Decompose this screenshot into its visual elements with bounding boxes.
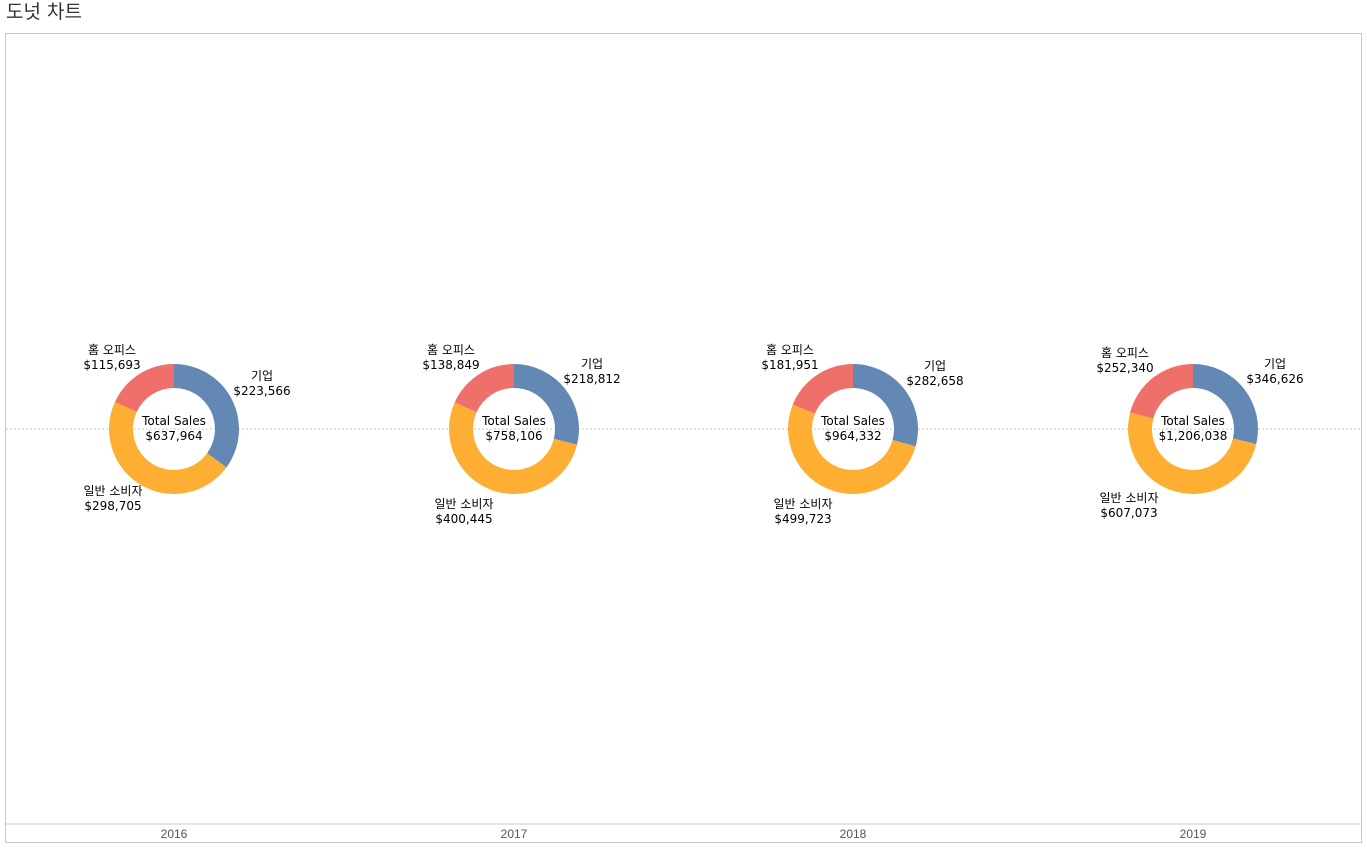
x-tick-label-2017: 2017: [501, 827, 528, 841]
segment-name-label-2018: 홈 오피스: [766, 343, 814, 357]
segment-name-label-2019: 기업: [1264, 357, 1286, 371]
donut-segment-2018-기업: [853, 364, 919, 447]
chart-frame: [5, 33, 1362, 843]
donut-segment-2017-기업: [514, 364, 579, 445]
segment-value-label-2019: $252,340: [1096, 361, 1153, 375]
center-label-total-2016: $637,964: [145, 429, 202, 443]
segment-name-label-2016: 기업: [251, 369, 273, 383]
x-tick-label-2018: 2018: [840, 827, 867, 841]
segment-name-label-2019: 홈 오피스: [1101, 346, 1149, 360]
donut-segment-2019-홈오피스: [1130, 364, 1193, 419]
x-tick-label-2016: 2016: [161, 827, 188, 841]
segment-value-label-2016: $115,693: [83, 358, 140, 372]
segment-name-label-2017: 기업: [581, 357, 603, 371]
donut-segment-2018-홈오피스: [792, 364, 853, 414]
segment-value-label-2017: $218,812: [563, 372, 620, 386]
segment-name-label-2018: 일반 소비자: [773, 497, 832, 511]
donut-segment-2016-홈오피스: [114, 363, 174, 412]
segment-value-label-2018: $282,658: [906, 374, 963, 388]
donut-segment-2016-일반소비자: [109, 401, 227, 494]
segment-value-label-2018: $181,951: [761, 358, 818, 372]
donut-segment-2019-일반소비자: [1128, 412, 1257, 494]
donut-segment-2017-일반소비자: [449, 402, 578, 494]
segment-name-label-2018: 기업: [924, 359, 946, 373]
center-label-total-2018: $964,332: [824, 429, 881, 443]
x-tick-label-2019: 2019: [1180, 827, 1207, 841]
donut-segment-2018-일반소비자: [788, 404, 916, 494]
segment-name-label-2016: 일반 소비자: [83, 484, 142, 498]
segment-value-label-2017: $138,849: [422, 358, 479, 372]
segment-value-label-2019: $607,073: [1100, 506, 1157, 520]
center-label-title-2016: Total Sales: [141, 414, 206, 428]
segment-name-label-2016: 홈 오피스: [88, 343, 136, 357]
segment-value-label-2019: $346,626: [1246, 372, 1303, 386]
center-label-title-2017: Total Sales: [481, 414, 546, 428]
center-label-total-2017: $758,106: [485, 429, 542, 443]
segment-value-label-2016: $298,705: [84, 499, 141, 513]
segment-name-label-2019: 일반 소비자: [1099, 491, 1158, 505]
center-label-title-2019: Total Sales: [1160, 414, 1225, 428]
page-title: 도넛 차트: [6, 1, 82, 23]
center-label-title-2018: Total Sales: [820, 414, 885, 428]
segment-value-label-2017: $400,445: [435, 512, 492, 526]
segment-value-label-2018: $499,723: [774, 512, 831, 526]
donut-segment-2016-기업: [174, 364, 240, 468]
donut-segment-2019-기업: [1193, 364, 1258, 445]
segment-name-label-2017: 일반 소비자: [434, 497, 493, 511]
segment-value-label-2016: $223,566: [233, 384, 290, 398]
donut-segment-2017-홈오피스: [454, 364, 514, 413]
center-label-total-2019: $1,206,038: [1159, 429, 1228, 443]
segment-name-label-2017: 홈 오피스: [427, 343, 475, 357]
